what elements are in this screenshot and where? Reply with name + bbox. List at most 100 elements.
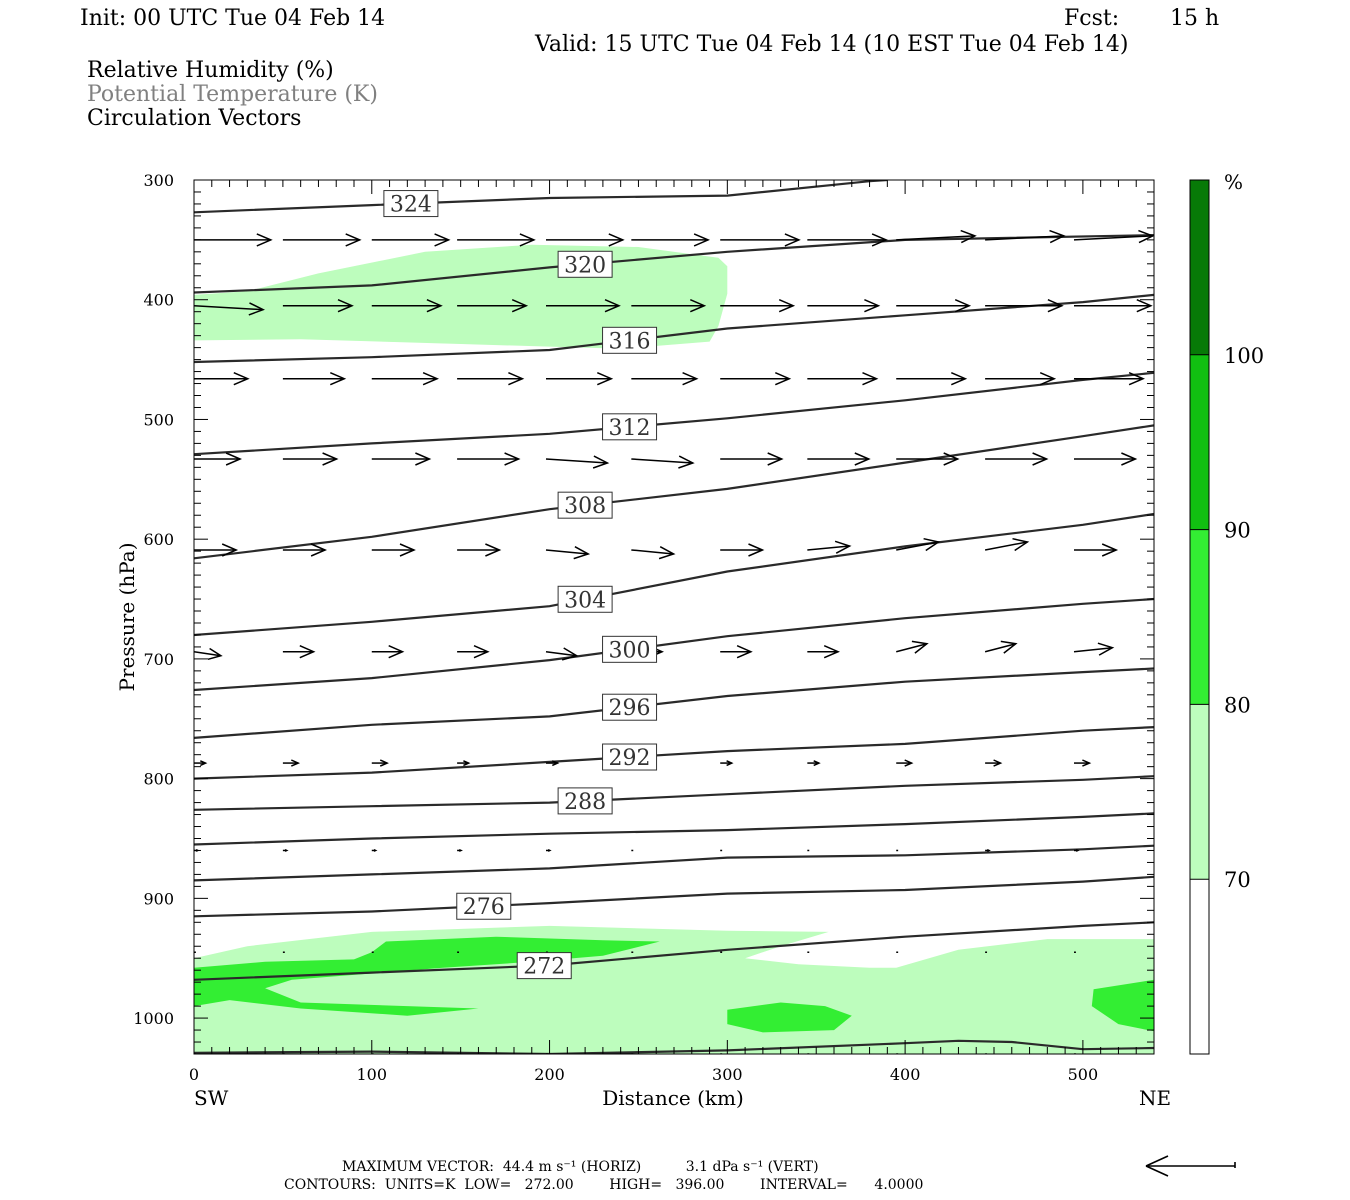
y-tick-label: 800 <box>143 770 174 789</box>
y-tick-label: 500 <box>143 410 174 429</box>
theta-label-box <box>602 693 658 721</box>
vector-head <box>726 760 734 767</box>
circulation-vector <box>457 645 490 659</box>
theta-label-292: 292 <box>602 743 658 771</box>
x-axis-title: Distance (km) <box>602 1086 744 1110</box>
vector-head <box>682 372 699 386</box>
reference-vector-arrow <box>1145 1155 1236 1177</box>
vector-shaft <box>896 235 975 241</box>
circulation-vector <box>371 452 432 466</box>
vector-head <box>337 299 354 313</box>
circulation-vector <box>896 640 929 654</box>
vector-head <box>519 233 536 247</box>
vector-head <box>426 299 443 313</box>
theta-contour-288 <box>194 775 1154 811</box>
colorbar-segment <box>1190 704 1209 880</box>
vector-shaft <box>896 541 939 551</box>
circulation-vector <box>457 233 536 247</box>
vector-head <box>310 543 328 557</box>
contour-info: CONTOURS: UNITS=K LOW= 272.00 HIGH= 396.… <box>284 1177 924 1193</box>
x-tick-label: 500 <box>1068 1065 1099 1084</box>
vector-head <box>775 372 792 386</box>
circulation-vector <box>896 299 972 313</box>
theta-label-box <box>383 190 439 218</box>
circulation-vector <box>546 849 552 852</box>
circulation-vector <box>457 299 529 313</box>
theta-contour-276 <box>194 875 1154 918</box>
rh-fill-80-90-3 <box>727 1002 852 1033</box>
vector-head <box>225 452 243 466</box>
circulation-vector <box>457 452 521 466</box>
vector-head <box>604 299 621 313</box>
vector-shaft <box>984 541 1028 551</box>
vector-head <box>986 849 991 852</box>
vector-head <box>864 299 881 313</box>
theta-contour-316 <box>194 293 1154 364</box>
colorbar-label: 90 <box>1224 519 1251 543</box>
circulation-vector <box>807 452 871 466</box>
vector-head <box>960 229 977 244</box>
circulation-vector <box>371 372 440 386</box>
theta-label-box <box>516 952 572 980</box>
vector-head <box>911 640 929 654</box>
circulation-vector <box>896 452 960 466</box>
x-tick-label: 0 <box>189 1065 199 1084</box>
circulation-vector <box>631 372 699 386</box>
vector-head <box>608 233 625 247</box>
circulation-vector <box>807 233 889 247</box>
forecast-label: Fcst: <box>1064 6 1120 31</box>
theta-label-text: 316 <box>609 329 651 354</box>
vector-head <box>573 546 591 560</box>
y-tick-label: 400 <box>143 291 174 310</box>
colorbar-label: 80 <box>1224 693 1251 717</box>
circulation-vector <box>282 372 347 386</box>
circulation-vector <box>985 372 1057 386</box>
circulation-vector <box>371 543 416 557</box>
circulation-vector <box>282 299 354 313</box>
circulation-vector <box>546 299 621 313</box>
vector-head <box>748 543 765 557</box>
theta-contour-280 <box>194 844 1154 882</box>
theta-label-text: 320 <box>564 253 606 278</box>
theta-contour-312 <box>194 371 1154 456</box>
circulation-vector <box>984 537 1030 552</box>
vector-head <box>784 233 801 247</box>
vector-head <box>943 452 960 466</box>
circulation-vector <box>896 372 968 386</box>
vector-head <box>290 759 301 767</box>
vector-head <box>904 759 914 767</box>
vector-head <box>736 645 753 659</box>
vector-head <box>330 372 347 386</box>
colorbar-segment <box>1190 879 1209 1054</box>
vector-head <box>434 233 451 247</box>
colorbar-segment <box>1190 180 1209 355</box>
theta-label-box <box>602 326 658 354</box>
theta-label-box <box>602 743 658 771</box>
circulation-vector <box>896 537 941 552</box>
vector-head <box>511 299 529 313</box>
legend-rh: Relative Humidity (%) <box>87 58 334 83</box>
vector-head <box>1121 452 1138 466</box>
circulation-vector <box>896 229 977 244</box>
theta-label-308: 308 <box>557 491 613 519</box>
theta-contour-296 <box>194 667 1154 739</box>
circulation-vector <box>720 372 792 386</box>
vector-shaft <box>807 545 850 551</box>
theta-label-320: 320 <box>557 250 613 278</box>
vector-head <box>1128 372 1146 386</box>
vector-head <box>862 372 879 386</box>
vector-head <box>399 543 416 557</box>
circulation-vector <box>1073 642 1115 656</box>
theta-label-text: 300 <box>609 638 651 663</box>
circulation-vector <box>194 372 250 386</box>
circulation-vector <box>896 759 914 767</box>
vector-shaft <box>1073 235 1153 241</box>
theta-label-box <box>557 491 613 519</box>
vector-head <box>233 372 250 386</box>
theta-label-box <box>557 585 613 613</box>
x-tick-label: 200 <box>534 1065 565 1084</box>
theta-contour-292 <box>194 726 1154 780</box>
vector-head <box>415 452 432 466</box>
circulation-vector <box>807 645 840 659</box>
vector-head <box>813 760 821 767</box>
